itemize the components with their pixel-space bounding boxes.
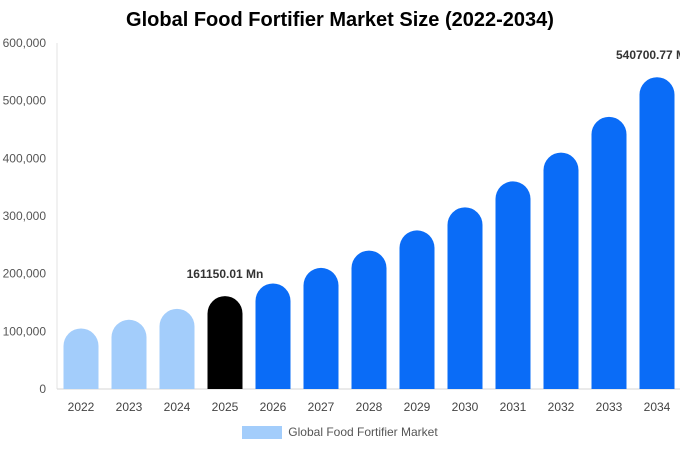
bar-2033 [591,116,627,389]
data-label: 540700.77 Mn [616,48,680,62]
bar-2025 [207,296,243,389]
x-tick-label: 2034 [644,400,671,414]
bar-2029 [399,230,435,389]
x-tick-label: 2029 [404,400,431,414]
bar-2032 [543,152,579,389]
y-tick-label: 0 [39,382,46,396]
x-tick-label: 2031 [500,400,527,414]
bar-2034 [639,77,675,389]
bar-2022 [63,328,99,389]
x-tick-label: 2030 [452,400,479,414]
x-tick-label: 2027 [308,400,335,414]
y-tick-label: 100,000 [3,324,47,338]
legend-label: Global Food Fortifier Market [288,425,438,439]
bar-2027 [303,267,339,389]
y-tick-label: 200,000 [3,267,47,281]
legend-swatch [242,425,283,439]
bar-2030 [447,207,483,389]
x-tick-label: 2033 [596,400,623,414]
x-tick-label: 2026 [260,400,287,414]
bar-2028 [351,250,387,389]
bar-2024 [159,308,195,389]
y-tick-label: 600,000 [3,36,47,50]
x-tick-label: 2032 [548,400,575,414]
x-tick-label: 2025 [212,400,239,414]
bar-2031 [495,181,531,389]
bar-2026 [255,283,291,389]
y-tick-label: 400,000 [3,151,47,165]
chart-title: Global Food Fortifier Market Size (2022-… [126,9,554,31]
legend[interactable]: Global Food Fortifier Market [0,425,680,439]
x-tick-label: 2024 [164,400,191,414]
y-tick-label: 500,000 [3,94,47,108]
x-tick-label: 2028 [356,400,383,414]
x-tick-label: 2022 [68,400,95,414]
bar-2023 [111,319,147,389]
data-label: 161150.01 Mn [187,267,264,281]
x-tick-label: 2023 [116,400,143,414]
y-tick-label: 300,000 [3,209,47,223]
